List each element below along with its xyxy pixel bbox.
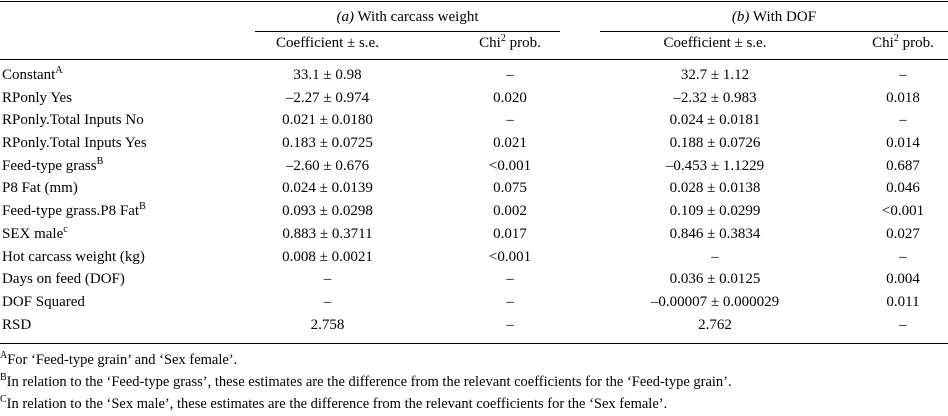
cell-b-coef: –2.32 ± 0.983 <box>673 89 757 106</box>
cell-a-coef: – <box>323 293 332 310</box>
bottom-rule <box>0 343 948 344</box>
cell-b-coef: 0.188 ± 0.0726 <box>669 135 761 152</box>
cell-b-chi: – <box>899 112 907 129</box>
table-row: DOF Squared – – –0.00007 ± 0.000029 0.01… <box>0 291 948 314</box>
table-row: Hot carcass weight (kg) 0.008 ± 0.0021 <… <box>0 246 948 269</box>
table-row: Feed-type grass.P8 FatB 0.093 ± 0.0298 0… <box>0 200 948 223</box>
top-rule <box>0 1 948 2</box>
cell-b-chi: 0.004 <box>886 271 920 288</box>
cell-b-coef: –0.00007 ± 0.000029 <box>650 293 780 310</box>
row-label: RSD <box>2 316 32 333</box>
cell-a-chi: 0.017 <box>493 225 527 242</box>
cell-b-coef: 32.7 ± 1.12 <box>680 67 750 83</box>
table-row: P8 Fat (mm) 0.024 ± 0.0139 0.075 0.028 ±… <box>0 177 948 200</box>
cell-b-coef: 0.846 ± 0.3834 <box>669 225 761 242</box>
cell-a-chi: – <box>506 316 514 333</box>
table-row: RPonly Yes –2.27 ± 0.974 0.020 –2.32 ± 0… <box>0 87 948 110</box>
row-label: SEX malec <box>2 223 68 242</box>
cell-a-chi: 0.021 <box>493 135 527 152</box>
group-b-rule <box>600 31 948 32</box>
cell-a-chi: – <box>506 112 514 129</box>
cell-a-coef: 2.758 <box>310 316 345 333</box>
footnote: BIn relation to the ‘Feed-type grass’, t… <box>0 372 732 390</box>
cell-b-coef: –0.453 ± 1.1229 <box>665 157 765 174</box>
row-label: P8 Fat (mm) <box>2 180 78 197</box>
row-label: Feed-type grassB <box>2 155 104 174</box>
cell-a-coef: 0.183 ± 0.0725 <box>282 135 373 152</box>
table-row: SEX malec 0.883 ± 0.3711 0.017 0.846 ± 0… <box>0 223 948 246</box>
cell-b-coef: 0.036 ± 0.0125 <box>669 271 761 288</box>
row-label: RPonly Yes <box>2 89 73 106</box>
cell-a-coef: – <box>323 271 332 288</box>
cell-a-coef: 0.008 ± 0.0021 <box>282 248 373 265</box>
group-a-heading: (a) With carcass weight <box>336 9 479 25</box>
table-row: RPonly.Total Inputs Yes 0.183 ± 0.0725 0… <box>0 132 948 155</box>
cell-a-chi: – <box>506 271 514 288</box>
cell-a-chi: 0.002 <box>493 203 527 220</box>
cell-b-chi: 0.046 <box>886 180 920 197</box>
col-header-a-coef: Coefficient ± s.e. <box>276 35 379 51</box>
row-label: RPonly.Total Inputs Yes <box>2 135 147 152</box>
row-label: Days on feed (DOF) <box>2 271 125 288</box>
cell-b-coef: – <box>711 248 719 265</box>
group-a-rule <box>255 31 560 32</box>
cell-b-chi: 0.014 <box>886 135 920 152</box>
cell-b-chi: – <box>899 67 907 83</box>
cell-b-coef: 0.028 ± 0.0138 <box>669 180 761 197</box>
cell-a-coef: 33.1 ± 0.98 <box>293 67 362 83</box>
cell-b-chi: – <box>899 316 907 333</box>
col-header-b-chi: Chi2 prob. <box>872 33 934 51</box>
row-label: Feed-type grass.P8 FatB <box>2 201 146 220</box>
row-label: RPonly.Total Inputs No <box>2 112 144 129</box>
footnotes: AFor ‘Feed-type grain’ and ‘Sex female’.… <box>0 350 948 416</box>
cell-a-coef: 0.883 ± 0.3711 <box>282 225 373 242</box>
cell-a-chi: 0.075 <box>493 180 527 197</box>
cell-a-coef: –2.60 ± 0.676 <box>285 157 370 174</box>
cell-b-chi: 0.687 <box>886 157 920 174</box>
table-row: ConstantA 33.1 ± 0.98 – 32.7 ± 1.12 – <box>0 64 948 87</box>
table-row: Days on feed (DOF) – – 0.036 ± 0.0125 0.… <box>0 268 948 291</box>
footnote: CIn relation to the ‘Sex male’, these es… <box>0 394 668 412</box>
col-header-b-coef: Coefficient ± s.e. <box>663 35 767 51</box>
cell-b-coef: 2.762 <box>698 316 732 333</box>
row-label: Hot carcass weight (kg) <box>2 248 145 265</box>
cell-b-chi: – <box>899 248 907 265</box>
cell-b-chi: 0.018 <box>886 89 920 106</box>
table-row: RPonly.Total Inputs No 0.021 ± 0.0180 – … <box>0 109 948 132</box>
cell-a-chi: <0.001 <box>488 157 532 174</box>
cell-a-chi: – <box>506 293 514 310</box>
group-b-heading: (b) With DOF <box>731 9 817 25</box>
table-row: RSD 2.758 – 2.762 – <box>0 314 948 337</box>
cell-a-chi: 0.020 <box>493 89 527 106</box>
cell-b-coef: 0.109 ± 0.0299 <box>669 203 761 220</box>
cell-a-chi: <0.001 <box>488 248 532 265</box>
col-header-a-chi: Chi2 prob. <box>479 33 541 51</box>
row-label: DOF Squared <box>2 293 85 310</box>
cell-a-chi: – <box>506 67 514 83</box>
cell-a-coef: 0.024 ± 0.0139 <box>282 180 373 197</box>
cell-b-chi: <0.001 <box>881 203 925 220</box>
footnote: AFor ‘Feed-type grain’ and ‘Sex female’. <box>0 350 238 368</box>
header-rule <box>0 59 948 60</box>
row-label: ConstantA <box>2 65 63 83</box>
cell-a-coef: 0.021 ± 0.0180 <box>282 112 373 129</box>
cell-b-coef: 0.024 ± 0.0181 <box>669 112 761 129</box>
table-body: ConstantA 33.1 ± 0.98 – 32.7 ± 1.12 – RP… <box>0 64 948 336</box>
cell-b-chi: 0.027 <box>886 225 920 242</box>
cell-b-chi: 0.011 <box>886 293 920 310</box>
table-row: Feed-type grassB –2.60 ± 0.676 <0.001 –0… <box>0 155 948 178</box>
cell-a-coef: –2.27 ± 0.974 <box>285 89 370 106</box>
cell-a-coef: 0.093 ± 0.0298 <box>282 203 373 220</box>
